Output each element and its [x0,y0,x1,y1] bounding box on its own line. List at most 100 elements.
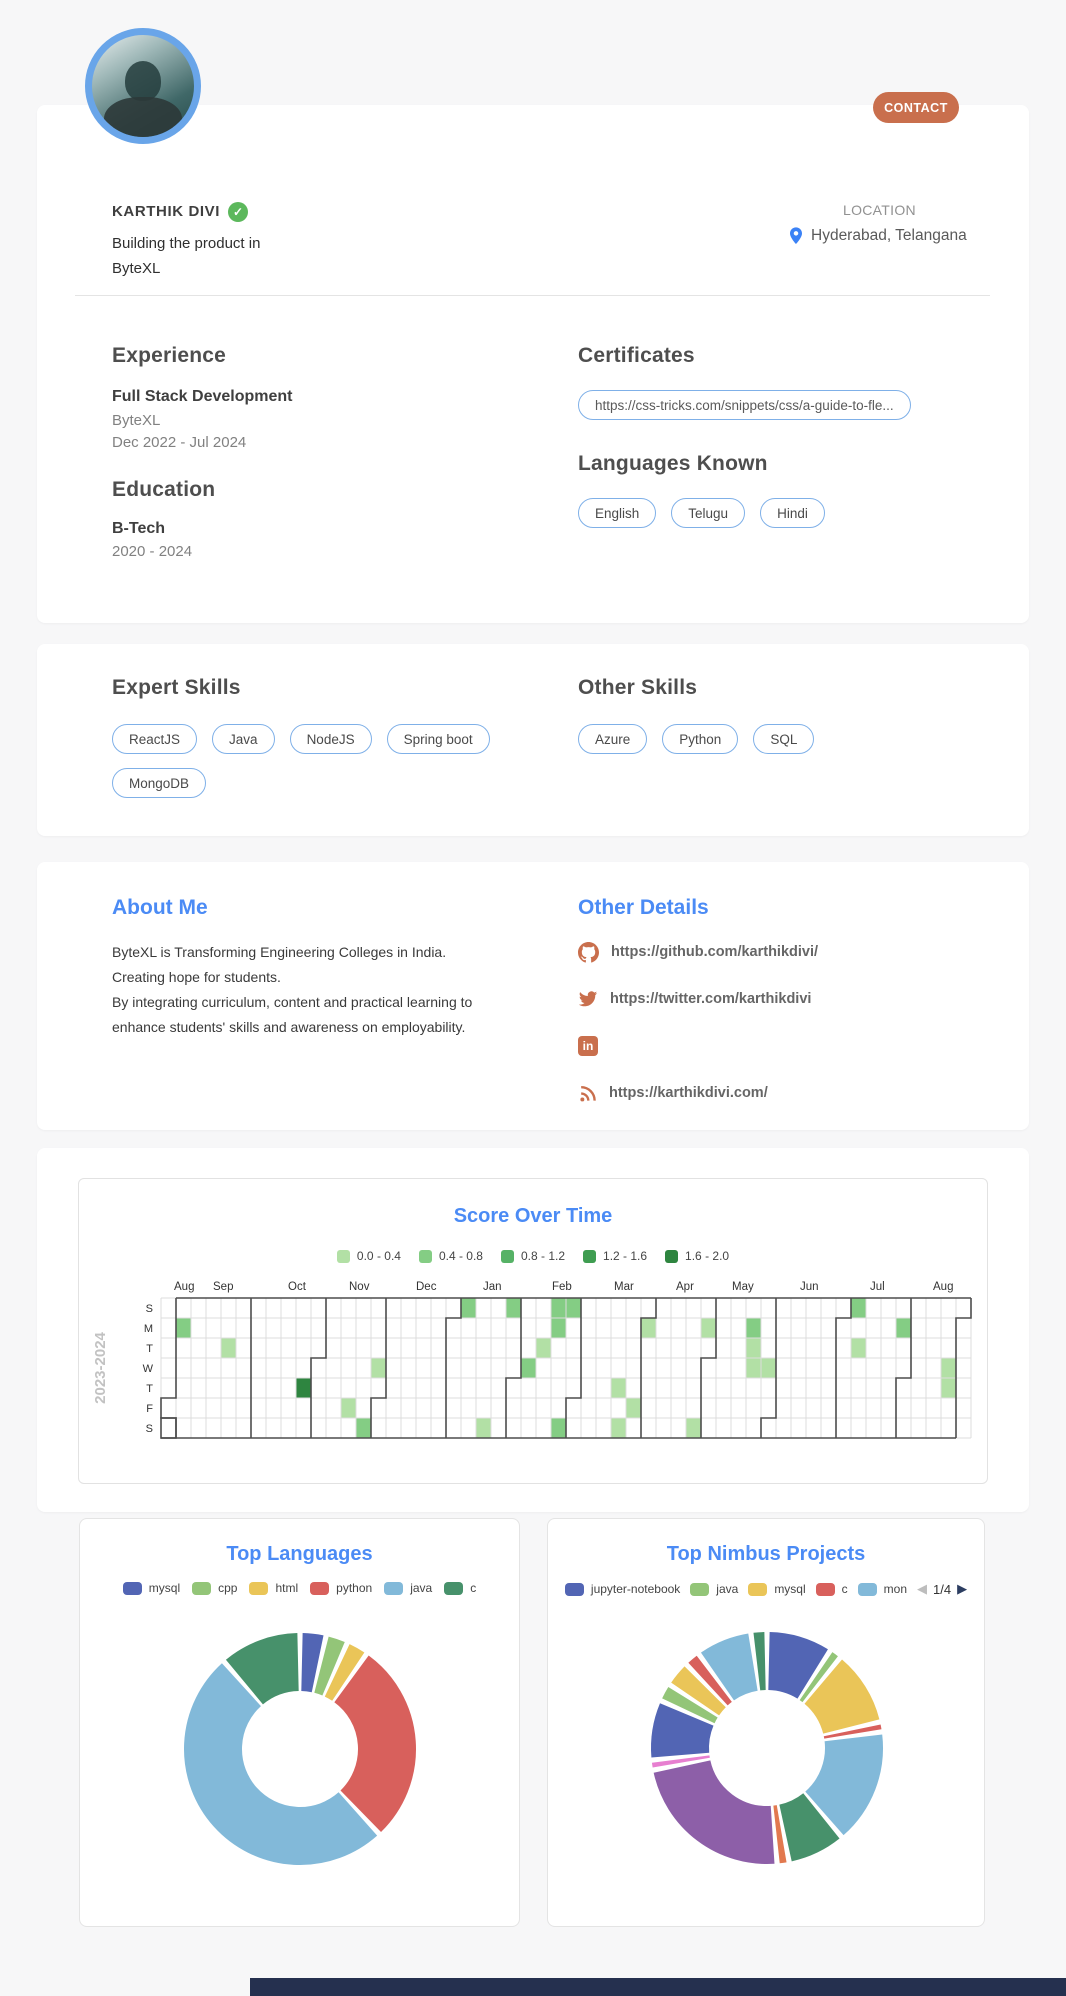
chevron-right-icon[interactable]: ▶ [957,1581,968,1596]
donut-segment [653,1759,775,1864]
top-languages-title: Top Languages [226,1543,373,1565]
experience-company: ByteXL [112,412,161,429]
donut-segment [300,1633,324,1693]
svg-text:Oct: Oct [288,1281,307,1293]
svg-text:Jul: Jul [870,1281,885,1293]
svg-text:Nov: Nov [349,1281,370,1293]
other-skill-pills: Azure Python SQL [578,724,815,754]
about-line: ByteXL is Transforming Engineering Colle… [112,944,447,960]
skill-pill: Azure [578,724,648,754]
donut-segment [313,1636,345,1696]
donut-segment [651,1703,714,1758]
svg-text:May: May [732,1281,754,1293]
top-nimbus-title: Top Nimbus Projects [666,1543,866,1565]
donut-segment [184,1663,378,1865]
legend-swatch [583,1249,597,1263]
score-chart-title: Score Over Time [453,1205,613,1227]
legend-swatch [500,1249,514,1263]
chevron-left-icon[interactable]: ◀ [917,1581,927,1596]
legend-item: mon [857,1582,907,1596]
donut-segment [662,1687,718,1724]
legend-swatch [310,1581,330,1595]
legend-swatch [249,1581,269,1595]
location-pin-icon [788,226,804,246]
svg-text:T: T [146,1343,153,1355]
twitter-link[interactable]: https://twitter.com/karthikdivi [610,991,812,1007]
verified-badge-icon: ✓ [228,202,249,222]
donut-segment [333,1655,416,1833]
twitter-icon [578,990,598,1008]
language-pill: English [578,498,657,528]
legend-item: mysql [122,1581,180,1595]
github-link[interactable]: https://github.com/karthikdivi/ [611,944,819,960]
svg-text:W: W [143,1363,154,1375]
skills-card [37,644,1029,836]
legend-item: 1.6 - 2.0 [665,1249,729,1263]
legend-swatch [748,1582,768,1596]
expert-skill-pills-row1: ReactJS Java NodeJS Spring boot [112,724,490,754]
score-legend: 0.0 - 0.4 0.4 - 0.8 0.8 - 1.2 1.2 - 1.6 1.6 … [79,1249,987,1263]
legend-swatch [192,1581,212,1595]
about-text: ByteXL is Transforming Engineering Colle… [112,940,512,1040]
expert-skills-heading: Expert Skills [112,676,241,699]
svg-text:Aug: Aug [174,1281,194,1293]
certificates-heading: Certificates [578,344,695,367]
legend-item: 0.8 - 1.2 [500,1249,565,1263]
donut-segment [700,1633,759,1702]
education-heading: Education [112,478,216,501]
about-line: enhance students' skills and awareness o… [112,1019,466,1035]
skill-pill: SQL [753,724,815,754]
legend-swatch [564,1582,584,1596]
top-languages-legend: mysql cpp html python java c [80,1581,519,1595]
legend-swatch [444,1581,464,1595]
svg-text:Mar: Mar [614,1281,634,1293]
linkedin-icon[interactable]: in [578,1036,598,1056]
about-card [37,862,1029,1130]
other-details-heading: Other Details [578,896,709,919]
donut-segment [803,1659,880,1735]
score-heatmap: Aug Sep Oct Nov Dec Jan Feb Mar Apr May Jun Jul Aug S… [92,1281,972,1439]
skill-pill: Python [662,724,739,754]
svg-text:Sep: Sep [213,1281,233,1293]
score-chart-box: Score Over Time 0.0 - 0.4 0.4 - 0.8 0.8 - … [78,1178,988,1484]
donut-segment [773,1805,787,1864]
language-pills: English Telugu Hindi [578,498,825,528]
legend-item: c [444,1581,476,1595]
legend-item: 0.0 - 0.4 [336,1249,401,1263]
certificate-link[interactable]: https://css-tricks.com/snippets/css/a-gu… [578,390,911,420]
location-label: LOCATION [843,202,916,218]
legend-swatch [815,1582,835,1596]
experience-heading: Experience [112,344,227,367]
legend-swatch [857,1582,877,1596]
legend-item: mysql [748,1582,806,1596]
legend-item: jupyter-notebook [564,1582,680,1596]
skill-pill: ReactJS [112,724,198,754]
donut-segment [804,1734,883,1836]
avatar [85,28,201,144]
legend-swatch [418,1249,432,1263]
legend-item: c [815,1582,848,1596]
profile-subtitle-line2: ByteXL [112,260,161,277]
legend-item: 1.2 - 1.6 [583,1249,647,1263]
contact-button[interactable]: CONTACT [873,92,959,123]
experience-dates: Dec 2022 - Jul 2024 [112,434,247,451]
skill-pill: Java [212,724,275,754]
svg-text:Dec: Dec [416,1281,437,1293]
donut-segment [225,1633,300,1706]
legend-swatch [122,1581,142,1595]
donut-segment [671,1666,727,1716]
legend-item: html [249,1581,298,1595]
donut-segment [651,1755,710,1768]
rss-link[interactable]: https://karthikdivi.com/ [609,1085,768,1101]
top-nimbus-card: Top Nimbus Projects jupyter-notebook java… [547,1518,985,1927]
top-nimbus-donut [651,1632,883,1864]
github-icon [578,941,599,963]
svg-text:S: S [146,1303,153,1315]
avatar-silhouette-head [125,61,161,101]
about-line: Creating hope for students. [112,969,281,985]
location-value: Hyderabad, Telangana [811,227,967,244]
legend-item: java [690,1582,738,1596]
donut-segment [823,1724,882,1739]
legend-swatch [690,1582,710,1596]
